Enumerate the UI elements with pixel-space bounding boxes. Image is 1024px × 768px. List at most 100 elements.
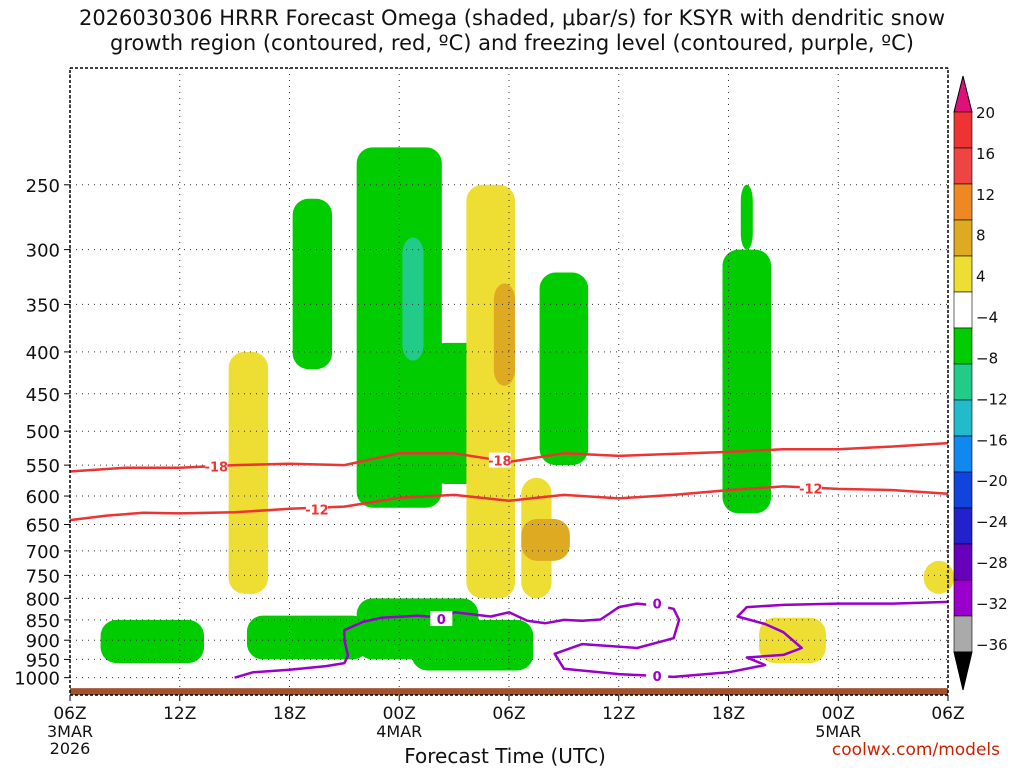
y-tick-label: 450 bbox=[26, 385, 60, 406]
y-tick-label: 400 bbox=[26, 343, 60, 364]
omega-region bbox=[539, 272, 589, 466]
colorbar-label: −8 bbox=[976, 349, 998, 367]
contour-layer: -18 -18 -12 -12 0 0 0 bbox=[69, 441, 949, 685]
contour-label-bg bbox=[430, 611, 453, 627]
chart-title: 2026030306 HRRR Forecast Omega (shaded, … bbox=[0, 6, 1024, 56]
colorbar-label: −28 bbox=[976, 554, 1008, 572]
contour-label-bg bbox=[646, 595, 669, 611]
x-tick-label: 06Z bbox=[53, 704, 86, 724]
grid-lines bbox=[69, 68, 949, 695]
contour-label: -12 bbox=[305, 503, 329, 518]
y-tick-label: 600 bbox=[26, 487, 60, 508]
colorbar-label: −16 bbox=[976, 431, 1008, 449]
y-tick-label: 900 bbox=[26, 631, 60, 652]
contour-label-bg bbox=[205, 458, 228, 474]
colorbar: 20 16 12 8 4 −4 −8 −12 −16 −20 −24 −28 −32 −36 bbox=[953, 75, 1008, 691]
y-tick-label: 1000 bbox=[14, 669, 60, 690]
contour-label: -18 bbox=[205, 460, 229, 475]
x-tick-label: 12Z bbox=[602, 704, 635, 724]
colorbar-label: 12 bbox=[976, 186, 995, 204]
contour-label: -12 bbox=[799, 482, 823, 497]
colorbar-label: −36 bbox=[976, 636, 1008, 654]
omega-region bbox=[100, 619, 205, 664]
y-tick-label: 950 bbox=[26, 650, 60, 671]
contour-line bbox=[69, 485, 949, 522]
y-tick-label: 850 bbox=[26, 611, 60, 632]
y-tick-label: 300 bbox=[26, 241, 60, 262]
contour-label: 0 bbox=[437, 613, 446, 628]
y-tick-label: 750 bbox=[26, 566, 60, 587]
x-tick-date-label: 5MAR bbox=[815, 722, 861, 741]
omega-region bbox=[923, 560, 954, 594]
contour-label-bg bbox=[305, 501, 328, 517]
ground-strip bbox=[70, 688, 948, 695]
title-line-2: growth region (contoured, red, ºC) and f… bbox=[110, 31, 914, 55]
colorbar-swatch bbox=[953, 111, 973, 149]
contour-label-bg bbox=[488, 452, 511, 468]
omega-region bbox=[722, 249, 772, 514]
y-tick-label: 350 bbox=[26, 295, 60, 316]
x-tick-label: 06Z bbox=[492, 704, 525, 724]
colorbar-swatch bbox=[953, 435, 973, 473]
x-tick-label: 06Z bbox=[931, 704, 964, 724]
omega-region bbox=[521, 518, 570, 561]
colorbar-swatch bbox=[953, 219, 973, 257]
omega-region bbox=[493, 283, 515, 386]
contour-line bbox=[234, 600, 949, 679]
colorbar-label: −20 bbox=[976, 472, 1008, 490]
colorbar-label: −4 bbox=[976, 309, 998, 327]
colorbar-swatch bbox=[953, 399, 973, 437]
omega-region bbox=[228, 351, 269, 594]
x-tick-date-label: 2026 bbox=[50, 739, 91, 758]
x-tick-label: 00Z bbox=[822, 704, 855, 724]
x-tick-label: 12Z bbox=[163, 704, 196, 724]
title-line-1: 2026030306 HRRR Forecast Omega (shaded, … bbox=[78, 6, 946, 30]
colorbar-label: −32 bbox=[976, 595, 1008, 613]
contour-label: 0 bbox=[653, 670, 662, 685]
contour-label-bg bbox=[799, 480, 822, 496]
y-tick-label: 250 bbox=[26, 176, 60, 197]
colorbar-label: 20 bbox=[976, 104, 995, 122]
omega-fill-layer bbox=[100, 147, 954, 671]
colorbar-swatch bbox=[953, 255, 973, 293]
x-tick-label: 18Z bbox=[273, 704, 306, 724]
colorbar-swatch bbox=[953, 543, 973, 581]
omega-region bbox=[740, 184, 753, 250]
y-tick-label: 500 bbox=[26, 422, 60, 443]
terrain-ground bbox=[70, 688, 948, 695]
colorbar-swatch bbox=[953, 147, 973, 185]
colorbar-swatch bbox=[953, 183, 973, 221]
colorbar-label: −12 bbox=[976, 390, 1008, 408]
colorbar-top-arrow bbox=[953, 75, 973, 113]
omega-region bbox=[466, 184, 515, 599]
colorbar-swatch bbox=[953, 471, 973, 509]
colorbar-label: 4 bbox=[976, 268, 986, 286]
colorbar-label: 8 bbox=[976, 227, 986, 245]
contour-label: -18 bbox=[488, 455, 512, 470]
x-axis-label: Forecast Time (UTC) bbox=[404, 744, 606, 768]
omega-region bbox=[411, 619, 534, 671]
y-tick-label: 700 bbox=[26, 542, 60, 563]
plot-frame bbox=[69, 67, 949, 696]
y-tick-label: 550 bbox=[26, 456, 60, 477]
x-tick-label: 18Z bbox=[712, 704, 745, 724]
contour-label-bg bbox=[646, 668, 669, 684]
colorbar-swatch bbox=[953, 507, 973, 545]
colorbar-swatch bbox=[953, 327, 973, 365]
omega-region bbox=[292, 198, 333, 370]
y-tick-label: 800 bbox=[26, 589, 60, 610]
omega-region bbox=[356, 147, 442, 508]
contour-label: 0 bbox=[653, 598, 662, 613]
x-tick-date-label: 3MAR bbox=[47, 722, 93, 741]
colorbar-swatch bbox=[953, 363, 973, 401]
watermark: coolwx.com/models bbox=[831, 740, 1000, 760]
colorbar-label: −24 bbox=[976, 513, 1008, 531]
x-tick-label: 00Z bbox=[383, 704, 416, 724]
y-tick-label: 650 bbox=[26, 515, 60, 536]
x-tick-date-label: 4MAR bbox=[376, 722, 422, 741]
colorbar-bottom-arrow bbox=[953, 651, 973, 691]
colorbar-swatch bbox=[953, 579, 973, 617]
colorbar-swatch bbox=[953, 291, 973, 329]
colorbar-swatch bbox=[953, 615, 973, 653]
